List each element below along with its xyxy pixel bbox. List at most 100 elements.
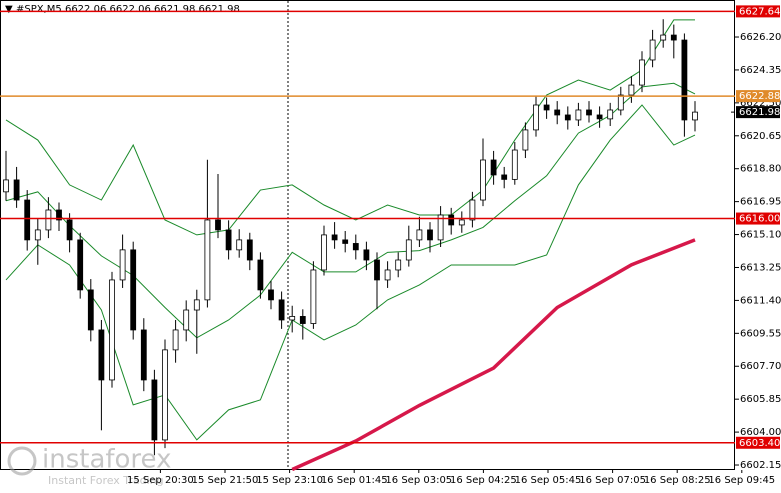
candle-body (628, 84, 635, 96)
candle-body (490, 159, 497, 176)
candle-body (151, 379, 158, 441)
candle-body (140, 329, 147, 381)
candle-body (416, 229, 423, 241)
x-tick-label: 15 Sep 23:10 (256, 475, 323, 486)
candle-body (193, 299, 200, 311)
x-tick-label: 16 Sep 08:25 (644, 475, 711, 486)
candle-body (331, 234, 338, 241)
y-tick-label: 6616.95 (740, 197, 781, 208)
candle-body (427, 229, 433, 241)
level-label-box (736, 5, 780, 18)
candle-body (246, 239, 253, 261)
candle-body (24, 199, 31, 241)
level-label: 6627.64 (739, 6, 780, 17)
watermark-brand: instaforex (42, 445, 171, 475)
candle-body (162, 349, 168, 441)
candle-body (405, 239, 412, 261)
candle-body (257, 259, 264, 291)
candle-body (617, 94, 624, 111)
candle-body (3, 179, 9, 193)
y-tick-label: 6611.40 (740, 295, 781, 306)
candle-body (501, 174, 508, 180)
candle-body (289, 316, 296, 321)
candle-body (692, 111, 698, 121)
y-tick-label: 6609.55 (740, 328, 781, 339)
candle-body (374, 259, 380, 281)
y-tick-label: 6618.80 (740, 164, 781, 175)
candle-body (660, 34, 667, 41)
candle-body (554, 109, 561, 116)
plot (3, 19, 698, 472)
level-label: 6603.40 (739, 438, 780, 449)
candle-body (119, 249, 126, 281)
candle-body (480, 159, 486, 201)
candle-body (649, 39, 656, 61)
candle-body (639, 59, 645, 86)
y-tick-label: 6607.70 (740, 361, 781, 372)
candle-body (98, 329, 105, 381)
plot-frame (0, 0, 735, 470)
level-label-box (736, 436, 780, 449)
candle-body (342, 239, 349, 244)
candle-body (384, 269, 391, 281)
level-label: 6622.88 (739, 91, 780, 102)
candle-body (87, 289, 94, 331)
candle-body (66, 219, 73, 241)
candle-body (172, 329, 179, 351)
candle-body (310, 269, 317, 324)
candle-body (596, 114, 603, 120)
y-tick-label: 6613.25 (740, 262, 781, 273)
y-tick-label: 6615.10 (740, 230, 781, 241)
candle-body (225, 229, 232, 251)
candle-body (437, 214, 444, 241)
x-tick-label: 16 Sep 03:05 (385, 475, 452, 486)
candle-body (183, 309, 190, 331)
watermark-logo (7, 446, 37, 476)
candle-body (543, 104, 550, 111)
candle-body (586, 109, 592, 116)
x-tick-label: 16 Sep 04:25 (450, 475, 517, 486)
candle-body (130, 249, 137, 331)
level-label-box (736, 212, 780, 225)
candle-body (109, 279, 115, 381)
chart-title: #SPX,M5 6622.06 6622.06 6621.98 6621.98 (16, 4, 240, 15)
candle-body (56, 209, 62, 221)
moving-average (291, 238, 696, 472)
level-label: 6616.00 (739, 214, 780, 225)
current-price-label: 6621.98 (739, 107, 780, 118)
candle-body (458, 219, 465, 226)
candle-body (236, 239, 243, 251)
bollinger-band (5, 104, 696, 441)
x-tick-label: 16 Sep 05:45 (515, 475, 582, 486)
candle-body (564, 114, 571, 121)
x-tick-label: 15 Sep 20:30 (127, 475, 194, 486)
x-tick-label: 16 Sep 09:45 (708, 475, 775, 486)
level-label-box (736, 90, 780, 103)
candle-body (469, 199, 476, 221)
candle-body (215, 219, 221, 231)
candle-body (45, 209, 52, 231)
candle-body (268, 289, 274, 301)
title-arrow: ▼ (5, 4, 13, 15)
y-tick-label: 6626.20 (740, 32, 781, 43)
candle-body (299, 316, 306, 324)
x-tick-label: 16 Sep 01:45 (321, 475, 388, 486)
watermark-tagline: Instant Forex Trading (48, 474, 164, 487)
y-tick-label: 6604.00 (740, 427, 781, 438)
candle-body (204, 219, 211, 301)
candle-body (681, 39, 688, 121)
y-tick-label: 6605.85 (740, 394, 781, 405)
x-tick-label: 16 Sep 07:05 (579, 475, 646, 486)
bollinger-band (5, 19, 695, 236)
candle-body (278, 299, 285, 321)
candle-body (352, 243, 359, 251)
candle-body (395, 259, 402, 271)
y-tick-label: 6622.50 (740, 98, 781, 109)
candle-body (522, 129, 529, 151)
current-price-box (736, 106, 780, 119)
candle-body (533, 104, 539, 131)
candle-body (511, 149, 518, 180)
candle-body (607, 109, 614, 120)
